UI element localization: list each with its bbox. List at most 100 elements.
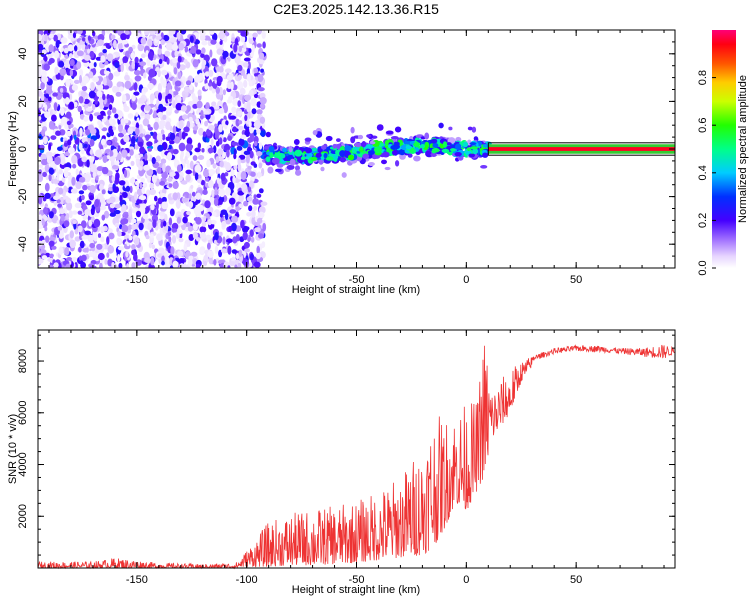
spectrogram-noise-cell — [178, 142, 186, 152]
spectrogram-line-cell — [472, 148, 479, 155]
spectrogram-noise-cell — [96, 83, 104, 92]
spectrogram-noise-cell — [209, 196, 216, 206]
spectrogram-noise-cell — [89, 164, 97, 173]
spectrogram-noise-cell — [120, 63, 124, 73]
spectrogram-noise-cell — [38, 164, 43, 169]
spectrogram-noise-cell — [194, 172, 199, 181]
spectrogram-noise-cell — [195, 263, 201, 268]
spectrogram-line-cell — [341, 172, 347, 178]
spectrogram-noise-cell — [233, 165, 238, 170]
spectrogram-line-cell — [268, 145, 275, 153]
spectrogram-xtick-label: -100 — [236, 274, 258, 286]
spectrogram-noise-cell — [157, 166, 162, 174]
spectrogram-noise-cell — [253, 129, 257, 136]
spectrogram-noise-cell — [231, 106, 237, 114]
spectrogram-noise-cell — [48, 120, 54, 130]
spectrogram-noise-cell — [180, 180, 188, 185]
spectrogram-noise-cell — [47, 96, 52, 102]
spectrogram-line-cell — [480, 165, 488, 169]
spectrogram-noise-cell — [240, 171, 247, 180]
spectrogram-line-cell — [398, 148, 406, 156]
spectrogram-noise-cell — [219, 160, 224, 168]
spectrogram-noise-cell — [178, 130, 182, 140]
spectrogram-noise-cell — [111, 175, 116, 183]
spectrogram-noise-cell — [53, 195, 60, 201]
spectrogram-noise-cell — [227, 135, 233, 141]
spectrogram-noise-cell — [73, 101, 78, 108]
spectrogram-line-cell — [312, 130, 318, 136]
spectrogram-noise-cell — [107, 186, 114, 192]
spectrogram-noise-cell — [107, 110, 112, 116]
spectrogram-noise-cell — [41, 49, 47, 55]
spectrogram-noise-cell — [160, 39, 166, 45]
spectrogram-noise-cell — [259, 116, 266, 125]
spectrogram-noise-cell — [124, 213, 129, 219]
spectrogram-noise-cell — [223, 104, 229, 114]
spectrogram-noise-cell — [242, 62, 249, 68]
spectrogram-noise-cell — [259, 130, 265, 137]
spectrogram-noise-cell — [74, 202, 82, 209]
spectrogram-noise-cell — [118, 262, 123, 268]
spectrogram-noise-cell — [174, 109, 179, 114]
spectrogram-noise-cell — [135, 112, 139, 117]
spectrogram-noise-cell — [223, 37, 228, 42]
colorbar-label: Normalized spectral amplitude — [737, 75, 749, 223]
spectrogram-noise-cell — [110, 34, 116, 40]
spectrogram-noise-cell — [183, 132, 188, 137]
spectrogram-noise-cell — [77, 210, 83, 215]
spectrogram-noise-cell — [65, 263, 71, 268]
spectrogram-noise-cell — [158, 58, 163, 65]
spectrogram-noise-cell — [44, 104, 48, 112]
spectrogram-noise-cell — [185, 143, 193, 152]
spectrogram-line-cell — [276, 163, 284, 168]
spectrogram-noise-cell — [188, 255, 194, 261]
spectrogram-noise-cell — [181, 197, 189, 203]
spectrogram-noise-cell — [59, 68, 66, 74]
spectrogram-line-cell — [274, 152, 282, 158]
spectrogram-noise-cell — [134, 75, 142, 82]
spectrogram-noise-cell — [184, 86, 190, 93]
spectrogram-noise-cell — [101, 166, 109, 175]
spectrogram-noise-cell — [222, 152, 226, 159]
spectrogram-line-cell — [467, 126, 473, 131]
spectrogram-ylabel: Frequency (Hz) — [7, 111, 19, 187]
spectrogram-noise-cell — [256, 245, 261, 255]
spectrogram-noise-cell — [99, 183, 104, 191]
spectrogram-noise-cell — [224, 124, 228, 130]
spectrogram-noise-cell — [240, 70, 246, 76]
spectrogram-noise-cell — [89, 184, 96, 194]
spectrogram-noise-cell — [227, 57, 231, 62]
spectrogram-noise-cell — [107, 98, 111, 104]
spectrogram-noise-cell — [243, 241, 250, 249]
spectrogram-noise-cell — [256, 109, 263, 115]
spectrogram-noise-cell — [229, 261, 236, 267]
spectrogram-noise-cell — [175, 102, 183, 111]
spectrogram-noise-cell — [44, 182, 50, 192]
spectrogram-noise-cell — [215, 140, 220, 147]
spectrogram-noise-cell — [203, 110, 210, 115]
spectrogram-noise-cell — [243, 41, 247, 50]
spectrogram-ytick-label: -40 — [17, 236, 29, 252]
spectrogram-noise-cell — [100, 55, 106, 63]
spectrogram-noise-cell — [256, 193, 262, 198]
spectrogram-noise-cell — [172, 125, 177, 135]
spectrogram-noise-cell — [190, 184, 194, 189]
spectrogram-noise-cell — [140, 177, 145, 183]
spectrogram-noise-cell — [131, 94, 136, 102]
spectrogram-noise-cell — [63, 220, 70, 228]
spectrogram-noise-cell — [158, 211, 166, 217]
spectrogram-noise-cell — [243, 79, 248, 88]
spectrogram-noise-cell — [142, 213, 149, 220]
spectrogram-noise-cell — [210, 219, 217, 225]
spectrogram-noise-cell — [71, 256, 78, 262]
spectrogram-noise-cell — [71, 84, 78, 91]
spectrogram-noise-cell — [257, 217, 263, 224]
colorbar-tick-label: 0.4 — [697, 165, 709, 180]
spectrogram-noise-cell — [247, 61, 251, 71]
spectrogram-noise-cell — [232, 175, 236, 184]
spectrogram-noise-cell — [142, 182, 148, 188]
spectrogram-noise-cell — [206, 128, 212, 137]
spectrogram-noise-cell — [219, 40, 223, 45]
spectrogram-noise-cell — [74, 236, 81, 242]
spectrogram-line-cell — [469, 142, 477, 146]
